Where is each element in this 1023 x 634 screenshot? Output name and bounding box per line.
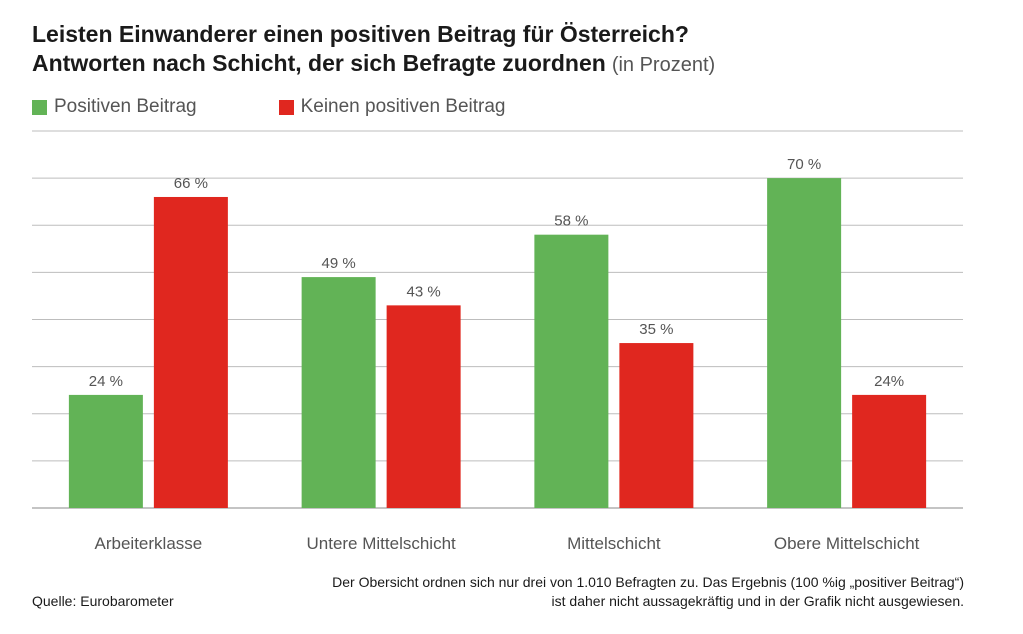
legend-item-positive: Positiven Beitrag <box>32 96 197 118</box>
bar-negative-1 <box>153 196 228 508</box>
data-label-negative-1: 66 % <box>174 175 208 192</box>
bar-negative-4 <box>852 394 927 508</box>
title-unit: (in Prozent) <box>611 54 716 76</box>
bar-positive-3 <box>534 234 609 509</box>
category-label: Arbeiterklasse <box>95 534 203 553</box>
data-label-positive-4: 70 % <box>787 156 821 173</box>
legend: Positiven Beitrag Keinen positiven Beitr… <box>32 96 506 118</box>
bar-positive-1 <box>68 394 143 508</box>
bar-negative-2 <box>386 305 461 508</box>
title-line-2: Antworten nach Schicht, der sich Befragt… <box>32 49 715 80</box>
legend-label-negative: Keinen positiven Beitrag <box>300 96 506 117</box>
data-label-positive-3: 58 % <box>554 213 588 230</box>
category-label: Untere Mittelschicht <box>306 534 456 553</box>
data-label-negative-3: 35 % <box>639 321 673 338</box>
title-line-1: Leisten Einwanderer einen positiven Beit… <box>32 21 689 47</box>
title-line-2-text: Antworten nach Schicht, der sich Befragt… <box>32 50 606 76</box>
legend-swatch-negative <box>278 99 294 115</box>
legend-label-positive: Positiven Beitrag <box>54 96 197 117</box>
data-label-negative-2: 43 % <box>407 283 441 300</box>
bar-positive-2 <box>301 277 376 508</box>
legend-swatch-positive <box>32 99 47 115</box>
data-label-negative-4: 24% <box>874 373 904 390</box>
data-label-positive-2: 49 % <box>322 255 356 272</box>
bar-positive-4 <box>767 178 842 508</box>
legend-item-negative: Keinen positiven Beitrag <box>278 96 506 118</box>
category-label: Mittelschicht <box>567 534 661 553</box>
category-label: Obere Mittelschicht <box>774 534 920 553</box>
bar-negative-3 <box>619 343 694 508</box>
data-label-positive-1: 24 % <box>89 373 123 390</box>
chart-title: Leisten Einwanderer einen positiven Beit… <box>32 20 715 80</box>
footnote: Der Obersicht ordnen sich nur drei von 1… <box>332 574 964 609</box>
source-note: Quelle: Eurobarometer <box>32 593 174 609</box>
